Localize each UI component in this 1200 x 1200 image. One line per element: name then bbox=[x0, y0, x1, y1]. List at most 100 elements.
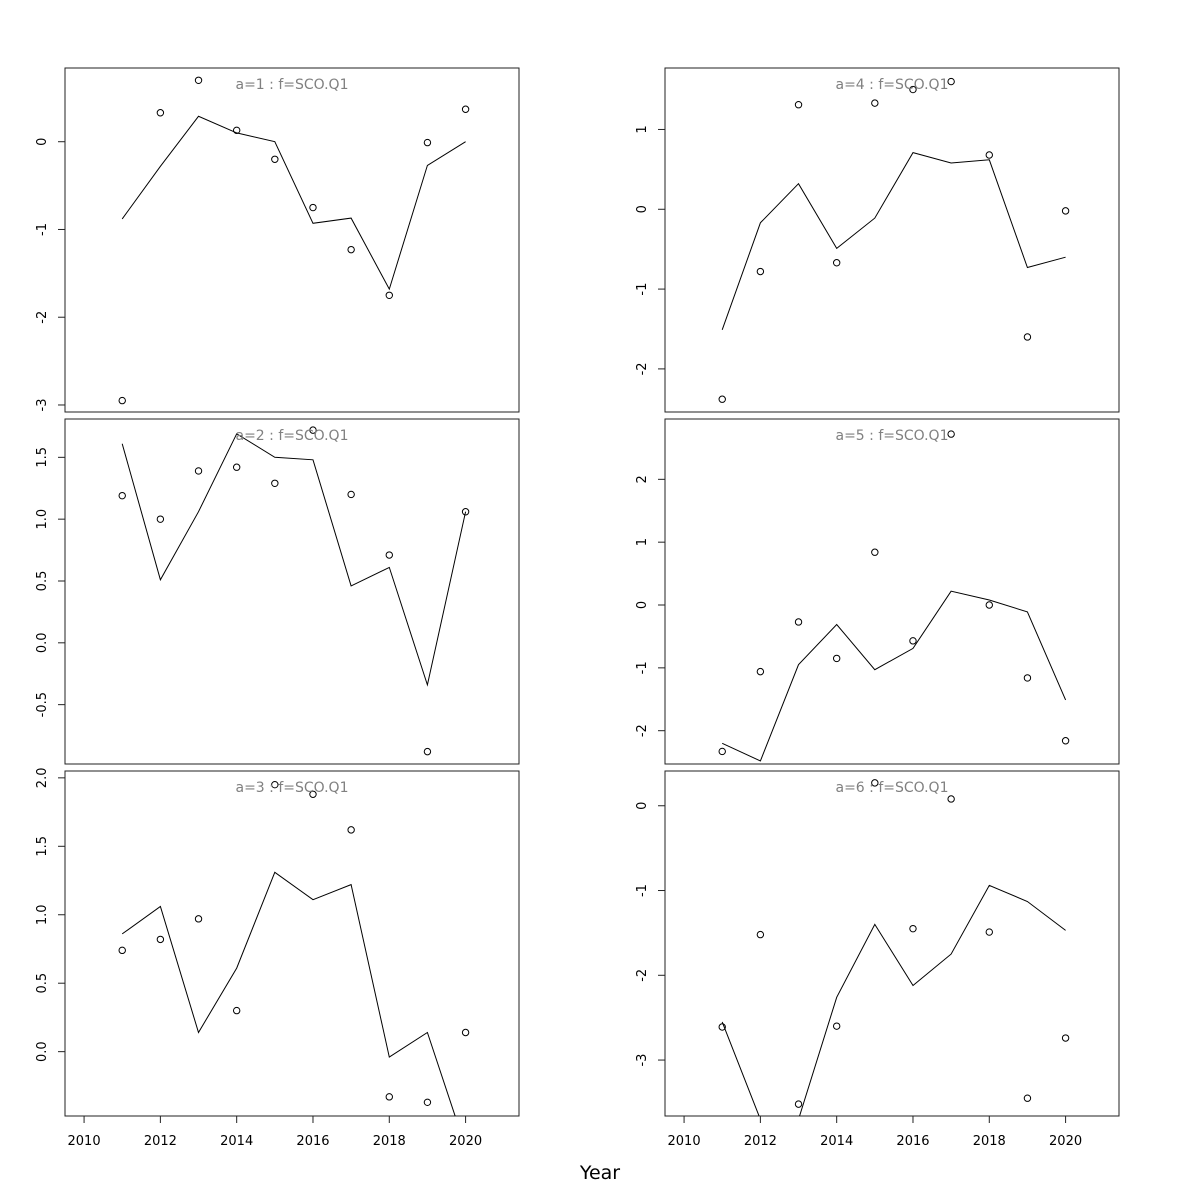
y-tick-label: 0.0 bbox=[35, 632, 50, 653]
x-tick-label: 2010 bbox=[68, 1134, 101, 1149]
y-tick-label: -1 bbox=[635, 661, 650, 674]
x-tick-label: 2010 bbox=[668, 1134, 701, 1149]
observed-point bbox=[271, 479, 279, 488]
observed-point bbox=[947, 430, 955, 438]
observed-point bbox=[1023, 1094, 1032, 1102]
observed-point bbox=[718, 1023, 726, 1031]
observed-point bbox=[832, 1022, 841, 1030]
observed-point bbox=[718, 395, 726, 403]
observed-point bbox=[947, 795, 955, 803]
x-tick-label: 2018 bbox=[373, 1134, 406, 1149]
observed-point bbox=[423, 1098, 432, 1107]
x-axis-label: Year bbox=[579, 1162, 620, 1184]
observed-point bbox=[271, 155, 279, 163]
x-tick-label: 2012 bbox=[744, 1134, 777, 1149]
panel-title: a=2 : f=SCO.Q1 bbox=[236, 428, 349, 444]
y-tick-label: 0.5 bbox=[35, 571, 50, 592]
panel-6: -3 -2 -1 0 2010 2012 2014 2016 2018 2020 a=6 : f=S… bbox=[635, 770, 1120, 1149]
observed-point bbox=[385, 291, 393, 299]
fitted-line bbox=[721, 884, 1066, 1116]
panel-5: -2 -1 0 1 2 a=5 : f=SCO.Q1 bbox=[635, 418, 1120, 765]
observed-point bbox=[461, 105, 470, 113]
observed-point bbox=[156, 935, 165, 944]
plot-area bbox=[721, 884, 1066, 1116]
y-tick-label: -0.5 bbox=[35, 692, 50, 717]
observed-point bbox=[347, 826, 355, 834]
plot-frame bbox=[64, 418, 520, 765]
observed-point bbox=[1023, 333, 1032, 341]
plot-area bbox=[721, 152, 1066, 330]
y-tick-label: 2 bbox=[635, 475, 650, 483]
observed-point bbox=[461, 508, 470, 516]
observed-point bbox=[232, 1006, 241, 1015]
plot-area bbox=[121, 433, 467, 687]
y-tick-label: -2 bbox=[635, 362, 650, 375]
observed-point bbox=[309, 203, 317, 212]
observed-point bbox=[423, 138, 432, 147]
y-tick-label: 0.0 bbox=[35, 1041, 50, 1062]
observed-point bbox=[871, 548, 879, 556]
y-tick-label: 1.5 bbox=[35, 447, 50, 468]
observed-point bbox=[947, 77, 955, 86]
plot-frame bbox=[64, 67, 520, 413]
x-tick-label: 2018 bbox=[973, 1134, 1006, 1149]
fitted-line bbox=[721, 152, 1066, 330]
panel-title: a=1 : f=SCO.Q1 bbox=[236, 77, 349, 93]
observed-point bbox=[756, 667, 765, 676]
observed-point bbox=[194, 915, 203, 923]
observed-point bbox=[118, 396, 126, 405]
observed-point bbox=[423, 747, 432, 756]
observed-point bbox=[756, 267, 765, 276]
y-tick-label: -1 bbox=[635, 884, 650, 897]
y-tick-label: -2 bbox=[635, 724, 650, 737]
observed-point bbox=[1061, 1034, 1070, 1042]
observed-point bbox=[871, 99, 879, 107]
x-tick-label: 2014 bbox=[220, 1134, 253, 1149]
observed-point bbox=[461, 1028, 470, 1037]
observed-point bbox=[309, 426, 317, 434]
y-tick-label: 0 bbox=[635, 802, 650, 810]
x-tick-label: 2012 bbox=[144, 1134, 177, 1149]
observed-point bbox=[909, 637, 917, 645]
panel-title: a=3 : f=SCO.Q1 bbox=[236, 780, 349, 796]
observed-point bbox=[347, 490, 355, 499]
x-tick-label: 2014 bbox=[820, 1134, 853, 1149]
y-tick-label: 0.5 bbox=[35, 973, 50, 994]
observed-point bbox=[794, 1100, 803, 1108]
x-tick-label: 2020 bbox=[1049, 1134, 1082, 1149]
observed-point bbox=[794, 618, 803, 626]
fitted-line bbox=[721, 590, 1067, 762]
fitted-line bbox=[121, 871, 456, 1116]
plot-area bbox=[121, 871, 456, 1116]
observed-point bbox=[794, 101, 803, 109]
panel-1: -3 -2 -1 0 a=1 : f=SCO.Q1 bbox=[35, 67, 520, 413]
observed-point bbox=[1061, 737, 1070, 745]
observed-point bbox=[194, 467, 203, 475]
observed-point bbox=[871, 779, 879, 787]
y-tick-label: -1 bbox=[635, 283, 650, 296]
observed-point bbox=[156, 515, 165, 523]
y-tick-label: 2.0 bbox=[35, 768, 50, 789]
plot-frame bbox=[664, 418, 1120, 765]
observed-point bbox=[985, 928, 993, 936]
observed-point bbox=[385, 1093, 393, 1101]
observed-point bbox=[118, 946, 126, 955]
panel-3: 0.0 0.5 1.0 1.5 2.0 2010 2012 2014 2016 2018 2020 a… bbox=[35, 768, 520, 1149]
y-tick-label: -2 bbox=[635, 969, 650, 982]
observed-point bbox=[156, 109, 165, 117]
y-tick-label: 1 bbox=[635, 125, 650, 133]
panel-2: -0.5 0.0 0.5 1.0 1.5 a=2 : f=SCO.Q1 bbox=[35, 418, 520, 765]
observed-point bbox=[985, 151, 993, 159]
observed-point bbox=[194, 76, 203, 84]
observed-point bbox=[271, 780, 279, 789]
observed-point bbox=[385, 551, 393, 559]
y-tick-label: 0 bbox=[635, 205, 650, 213]
fitted-line bbox=[121, 433, 467, 687]
y-tick-label: -1 bbox=[35, 223, 50, 236]
observed-point bbox=[909, 924, 917, 933]
observed-point bbox=[1023, 674, 1032, 682]
y-tick-label: 1.0 bbox=[35, 904, 50, 925]
y-tick-label: 1.5 bbox=[35, 836, 50, 857]
observed-point bbox=[347, 245, 355, 254]
